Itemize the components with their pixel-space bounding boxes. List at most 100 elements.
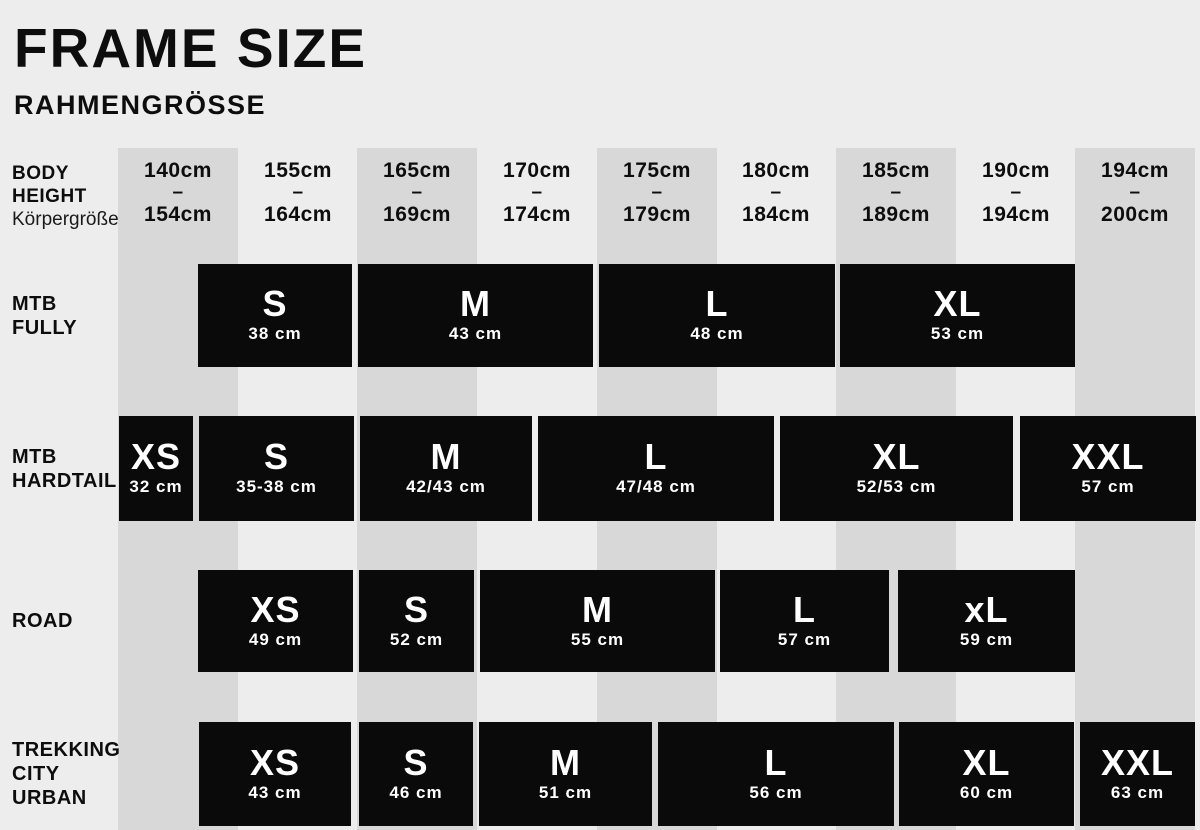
size-label: L: [644, 436, 668, 477]
row-label-line: MTB: [12, 445, 57, 468]
size-cm: 35-38 cm: [236, 477, 317, 496]
header-col-sep: –: [292, 182, 304, 203]
header-col-to: 174cm: [503, 203, 571, 226]
header-col-sep: –: [1129, 182, 1141, 203]
size-label: S: [403, 741, 429, 783]
header-col-sep: –: [531, 182, 543, 203]
size-label: XL: [933, 283, 982, 324]
size-cm: 52/53 cm: [856, 477, 937, 496]
header-col-sep: –: [770, 182, 782, 203]
size-cm: 51 cm: [538, 782, 593, 802]
size-cm: 57 cm: [1081, 477, 1135, 496]
size-cm: 60 cm: [959, 782, 1014, 802]
size-block: L 48 cm: [599, 264, 835, 367]
header-col-sep: –: [651, 182, 663, 203]
size-cm: 38 cm: [248, 324, 302, 343]
header-col-from: 175cm: [623, 159, 691, 182]
size-block: L 47/48 cm: [538, 416, 774, 521]
header-col-to: 189cm: [862, 203, 930, 226]
size-cm: 56 cm: [749, 782, 803, 802]
header-col: 194cm – 200cm: [1075, 160, 1195, 226]
header-col-sep: –: [411, 182, 423, 203]
header-col: 190cm – 194cm: [956, 160, 1076, 226]
size-block: XS 32 cm: [119, 416, 193, 521]
size-cm: 43 cm: [248, 782, 302, 802]
size-cm: 46 cm: [389, 782, 443, 802]
header-col-from: 170cm: [503, 159, 571, 182]
header-col: 140cm – 154cm: [118, 160, 238, 226]
size-label: M: [460, 283, 491, 324]
header-col-sep: –: [890, 182, 902, 203]
header-col-from: 190cm: [982, 159, 1050, 182]
size-block: L 57 cm: [720, 570, 889, 672]
body-height-line2: HEIGHT: [12, 186, 87, 207]
header-col: 155cm – 164cm: [238, 160, 358, 226]
header-col: 165cm – 169cm: [357, 160, 477, 226]
header-col: 180cm – 184cm: [716, 160, 836, 226]
row-road: ROAD XS 49 cm S 52 cm M 55 cm L 57 cm xL…: [0, 570, 1200, 672]
size-cm: 43 cm: [448, 324, 503, 343]
header-col: 175cm – 179cm: [597, 160, 717, 226]
row-label-line: ROAD: [12, 610, 73, 632]
row-label-line: MTB: [12, 292, 57, 315]
size-label: XL: [962, 741, 1011, 783]
body-height-line1: BODY: [12, 163, 69, 184]
size-cm: 63 cm: [1110, 782, 1165, 802]
size-cm: 52 cm: [389, 629, 444, 649]
size-block: S 52 cm: [359, 570, 474, 672]
size-label: S: [403, 588, 429, 630]
header-col-from: 165cm: [383, 159, 451, 182]
size-label: L: [793, 588, 816, 630]
header-col-to: 194cm: [982, 203, 1050, 226]
row-label-line: CITY: [12, 763, 60, 785]
row-label: TREKKING CITY URBAN: [12, 722, 120, 826]
size-label: XXL: [1071, 436, 1145, 477]
size-label: M: [582, 588, 613, 630]
size-block: XXL 63 cm: [1080, 722, 1195, 826]
header-col: 185cm – 189cm: [836, 160, 956, 226]
size-block: L 56 cm: [658, 722, 894, 826]
size-block: S 38 cm: [198, 264, 352, 367]
size-label: S: [262, 283, 288, 324]
header-col-from: 185cm: [862, 159, 930, 182]
header-col-to: 164cm: [264, 203, 332, 226]
row-mtb-fully: MTB FULLY S 38 cm M 43 cm L 48 cm XL 53 …: [0, 264, 1200, 367]
size-label: XXL: [1100, 741, 1174, 783]
size-label: XS: [249, 741, 301, 783]
size-cm: 32 cm: [129, 477, 183, 496]
size-block: XS 43 cm: [199, 722, 351, 826]
row-mtb-hardtail: MTB HARDTAIL XS 32 cm S 35-38 cm M 42/43…: [0, 416, 1200, 521]
row-trekking-city-urban: TREKKING CITY URBAN XS 43 cm S 46 cm M 5…: [0, 722, 1200, 826]
size-block: S 46 cm: [359, 722, 473, 826]
row-label: MTB FULLY: [12, 264, 77, 367]
size-block: XL 52/53 cm: [780, 416, 1013, 521]
row-label-line: HARDTAIL: [12, 469, 117, 492]
body-height-line3-de: Körpergröße: [12, 209, 119, 230]
body-height-header: BODY HEIGHT Körpergröße: [12, 162, 119, 231]
header-col-from: 140cm: [144, 159, 212, 182]
size-cm: 53 cm: [930, 324, 985, 343]
size-label: S: [263, 436, 289, 477]
size-cm: 47/48 cm: [616, 477, 696, 496]
size-label: L: [764, 741, 788, 783]
page-title: FRAME SIZE: [14, 17, 368, 79]
size-cm: 48 cm: [690, 324, 744, 343]
size-block: S 35-38 cm: [199, 416, 354, 521]
size-block: M 43 cm: [358, 264, 593, 367]
header-col-from: 180cm: [742, 159, 810, 182]
page-subtitle: RAHMENGRÖSSE: [14, 90, 267, 120]
header-col-to: 184cm: [742, 203, 810, 226]
size-label: xL: [964, 588, 1009, 630]
header-col-to: 179cm: [623, 203, 691, 226]
size-block: XL 53 cm: [840, 264, 1075, 367]
size-label: XS: [250, 588, 301, 630]
row-label-line: TREKKING: [12, 739, 121, 761]
header-col-from: 155cm: [264, 159, 332, 182]
size-block: M 55 cm: [480, 570, 715, 672]
row-label-line: FULLY: [12, 316, 78, 339]
row-label: ROAD: [12, 570, 73, 672]
size-cm: 55 cm: [570, 629, 625, 649]
size-block: XS 49 cm: [198, 570, 353, 672]
header-col-from: 194cm: [1101, 159, 1169, 182]
size-cm: 49 cm: [248, 629, 303, 649]
